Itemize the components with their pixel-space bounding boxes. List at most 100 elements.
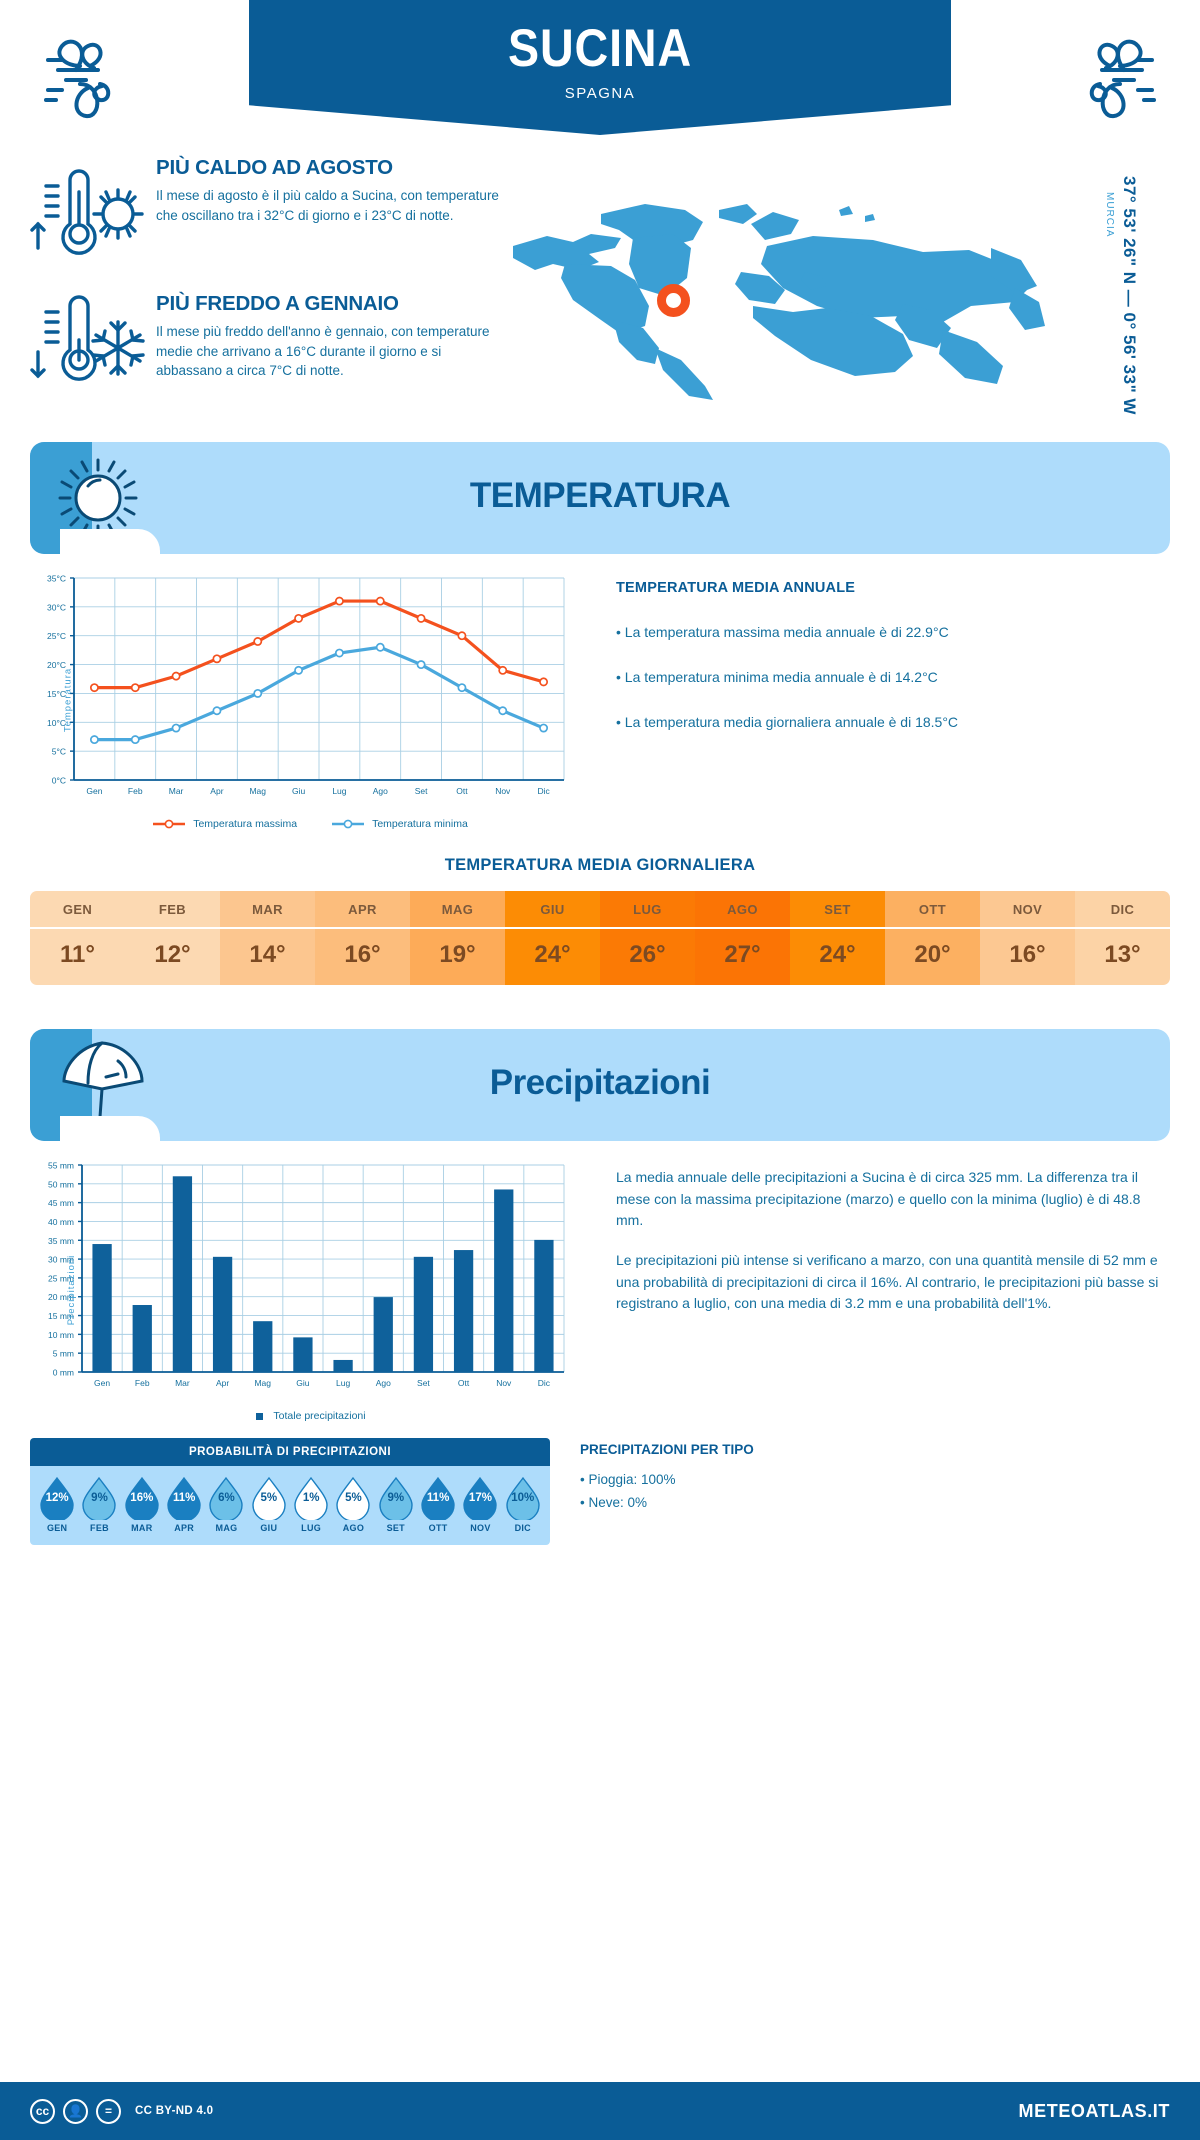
svg-text:Ago: Ago [376,1378,391,1388]
brand-label: METEOATLAS.IT [1018,2100,1170,2121]
legend-swatch-min [332,819,365,829]
coldest-heading: PIÙ FREDDO A GENNAIO [156,292,399,315]
svg-text:15°C: 15°C [47,689,66,699]
hottest-month-block: PIÙ CALDO AD AGOSTO Il mese di agosto è … [30,152,500,272]
water-drop-icon: 17% [461,1476,499,1520]
svg-text:Mar: Mar [169,786,184,796]
probability-value: 5% [260,1492,278,1504]
svg-text:25°C: 25°C [47,631,66,641]
probability-month: GEN [46,1523,68,1533]
legend-label-max: Temperatura massima [193,818,298,830]
probability-cell: 5% GIU [248,1476,290,1533]
daily-temp-table: GEN 11° FEB 12° MAR 14° APR 16° MAG 19° GIU 24° LUG 2… [30,891,1170,985]
coldest-body: Il mese più freddo dell'anno è gennaio, … [156,324,490,379]
probability-box: PROBABILITÀ DI PRECIPITAZIONI 12% GEN 9% FE… [30,1438,550,1545]
snowflake-icon [91,320,145,376]
temp-table-month: AGO [727,902,758,917]
water-drop-icon: 6% [207,1476,245,1520]
svg-text:55 mm: 55 mm [48,1161,74,1171]
probability-cell: 6% MAG [205,1476,247,1533]
temperature-legend: Temperatura massima Temperatura minima [30,818,590,830]
svg-text:Apr: Apr [210,786,223,796]
probability-month: NOV [470,1523,491,1533]
svg-text:10 mm: 10 mm [48,1330,74,1340]
temp-table-month: LUG [633,902,662,917]
legend-swatch-max [153,819,186,829]
temp-table-month: GIU [540,902,565,917]
region-label: MURCIA [1104,192,1115,238]
probability-value: 6% [218,1492,235,1504]
water-drop-icon: 16% [123,1476,161,1520]
by-type-snow: • Neve: 0% [580,1494,648,1510]
temp-table-column: LUG 26° [600,891,695,985]
svg-text:Gen: Gen [86,786,102,796]
temp-table-month: MAR [252,902,283,917]
svg-text:40 mm: 40 mm [48,1217,74,1227]
probability-value: 9% [387,1492,405,1504]
precipitation-by-type: PRECIPITAZIONI PER TIPO • Pioggia: 100% … [580,1438,754,1545]
by-type-heading: PRECIPITAZIONI PER TIPO [580,1442,754,1457]
footer: cc 👤 = CC BY-ND 4.0 METEOATLAS.IT [0,2082,1200,2140]
probability-cell: 9% FEB [78,1476,120,1533]
temp-table-value: 14° [220,927,315,985]
temp-table-month: APR [348,902,377,917]
temp-table-value: 16° [315,927,410,985]
probability-cell: 16% MAR [121,1476,163,1533]
probability-row: PROBABILITÀ DI PRECIPITAZIONI 12% GEN 9% FE… [0,1422,1200,1545]
sun-icon-banner [54,456,142,545]
temp-y-axis-label: Temperatura [62,667,74,733]
temp-table-column: SET 24° [790,891,885,985]
cc-icon: cc [30,2098,55,2124]
license-group[interactable]: cc 👤 = CC BY-ND 4.0 [30,2098,214,2124]
thermometer-down-icon [30,295,97,381]
probability-month: OTT [428,1523,448,1533]
svg-text:30 mm: 30 mm [48,1255,74,1265]
svg-text:Mag: Mag [249,786,266,796]
probability-cell: 10% DIC [502,1476,544,1533]
temp-table-column: OTT 20° [885,891,980,985]
water-drop-icon: 5% [250,1476,288,1520]
probability-month: MAR [131,1523,153,1533]
svg-text:Giu: Giu [296,1378,310,1388]
svg-text:Nov: Nov [496,1378,512,1388]
probability-month: DIC [514,1523,531,1533]
annual-temp-bullet-max: • La temperatura massima media annuale è… [616,624,949,640]
water-drop-icon: 5% [334,1476,372,1520]
probability-cell: 9% SET [375,1476,417,1533]
temp-table-value: 12° [125,927,220,985]
annual-temp-bullet-mean: • La temperatura media giornaliera annua… [616,714,959,730]
precipitation-section-title: Precipitazioni [489,1063,711,1102]
umbrella-icon-banner [58,1033,148,1138]
wind-swirl-icon-left [28,18,158,133]
svg-text:35°C: 35°C [47,574,66,584]
probability-value: 12% [45,1492,69,1504]
svg-text:0 mm: 0 mm [53,1368,74,1378]
probability-month: FEB [90,1523,109,1533]
temp-table-column: GIU 24° [505,891,600,985]
temp-table-column: AGO 27° [695,891,790,985]
banner-notch-temp [60,529,160,555]
svg-text:5 mm: 5 mm [53,1349,74,1359]
temp-table-value: 24° [790,927,885,985]
temp-table-month: SET [824,902,851,917]
svg-text:20°C: 20°C [47,660,66,670]
probability-title: PROBABILITÀ DI PRECIPITAZIONI [30,1438,550,1466]
svg-text:Feb: Feb [128,786,143,796]
temp-table-value: 11° [30,927,125,985]
temp-table-column: MAR 14° [220,891,315,985]
sun-icon [92,188,144,240]
location-pin-icon [657,284,690,317]
temperature-banner: TEMPERATURA [30,442,1170,555]
probability-cell: 11% APR [163,1476,205,1533]
temp-table-month: GEN [62,902,93,917]
svg-text:Mag: Mag [254,1378,271,1388]
license-label: CC BY-ND 4.0 [135,2105,214,2117]
svg-text:Apr: Apr [216,1378,229,1388]
temperature-side-text: TEMPERATURA MEDIA ANNUALE • La temperatu… [590,570,1170,830]
nd-icon: = [96,2098,121,2124]
probability-value: 16% [130,1492,154,1504]
svg-text:Dic: Dic [537,786,550,796]
probability-cell: 5% AGO [332,1476,374,1533]
by-type-rain: • Pioggia: 100% [580,1472,676,1487]
precipitation-paragraph-1: La media annuale delle precipitazioni a … [616,1169,1141,1229]
